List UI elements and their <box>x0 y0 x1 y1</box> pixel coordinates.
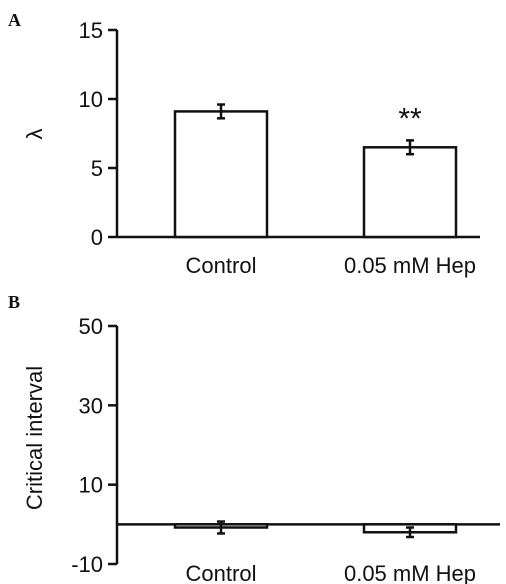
y-axis-label: λ <box>22 129 47 140</box>
panel-b: B -10 10 30 50 Critical interval Control 0.05 … <box>8 292 500 584</box>
y-tick-label: 0 <box>91 225 103 250</box>
y-tick-label: -10 <box>71 552 103 577</box>
y-tick-label: 5 <box>91 156 103 181</box>
y-tick-label: 15 <box>79 18 103 43</box>
category-label: 0.05 mM Hep <box>344 253 476 278</box>
y-tick-label: 10 <box>79 473 103 498</box>
panel-a: A 0 5 10 15 λ Control 0.05 mM Hep ** <box>8 10 480 278</box>
category-label: 0.05 mM Hep <box>344 561 476 584</box>
category-label: Control <box>186 561 257 584</box>
y-axis-label: Critical interval <box>22 366 47 510</box>
y-tick-label: 10 <box>79 87 103 112</box>
significance-label: ** <box>398 102 422 135</box>
y-tick-label: 30 <box>79 393 103 418</box>
y-tick-label: 50 <box>79 314 103 339</box>
bar <box>362 146 458 239</box>
category-label: Control <box>186 253 257 278</box>
bar <box>173 110 269 239</box>
panel-b-letter: B <box>8 292 20 312</box>
panel-a-letter: A <box>8 10 21 30</box>
